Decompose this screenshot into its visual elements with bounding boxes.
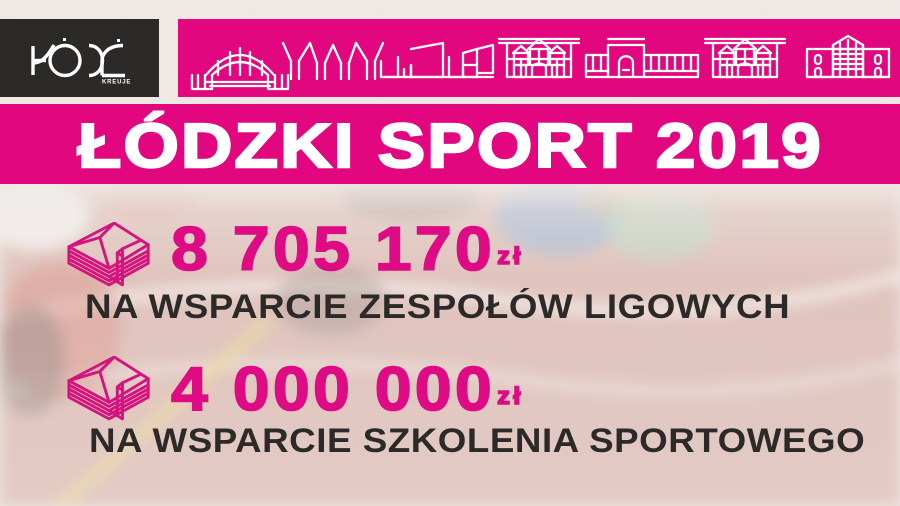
svg-text:KREUJE: KREUJE <box>102 80 131 86</box>
